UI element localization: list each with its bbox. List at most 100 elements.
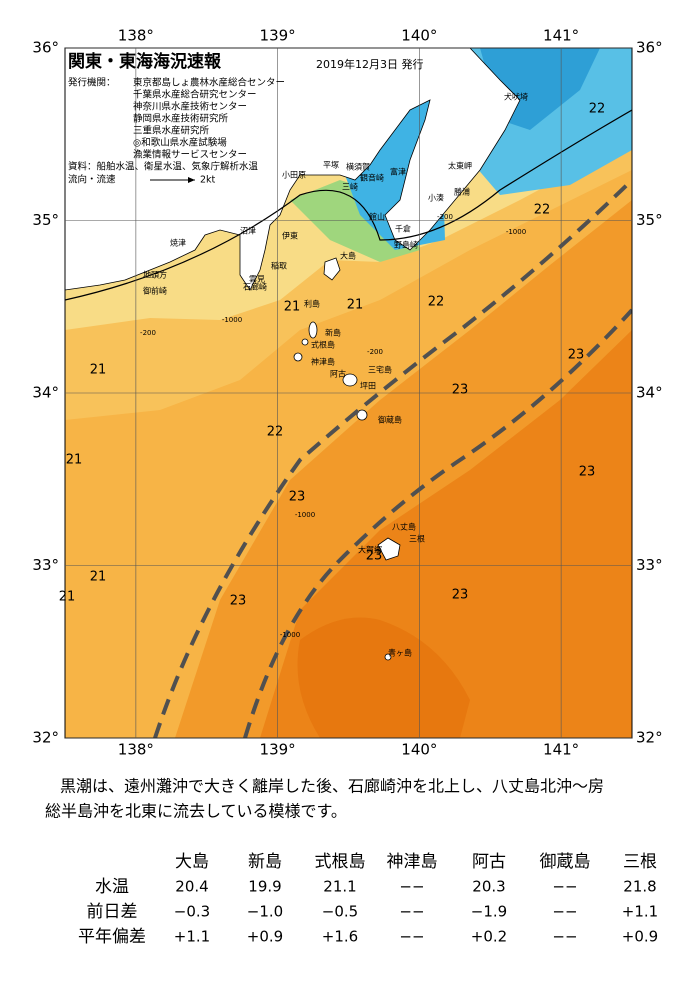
flow-legend: 流向・流速 — [68, 174, 116, 186]
publisher: 三重県水産研究所 — [133, 125, 210, 137]
place-name: 三根 — [409, 534, 425, 544]
depth-label: -1000 — [506, 228, 526, 236]
table-cell: +0.2 — [471, 928, 507, 946]
table-cell: +1.1 — [622, 903, 658, 921]
row-label: 前日差 — [87, 902, 138, 922]
place-name: 坪田 — [360, 382, 376, 391]
place-name: 御蔵島 — [378, 415, 402, 425]
isotherm-label: 23 — [366, 549, 383, 564]
place-name: 大賀郷 — [358, 545, 382, 555]
place-name: 富津 — [390, 167, 406, 177]
place-name: 大島 — [340, 251, 356, 261]
isotherm-label: 23 — [289, 490, 306, 505]
place-name: 阿古 — [330, 369, 346, 379]
island — [293, 352, 303, 362]
place-name: 焼津 — [170, 238, 186, 248]
isotherm-label: 22 — [267, 425, 284, 440]
table-cell: 21.8 — [623, 878, 656, 896]
depth-label: -200 — [367, 348, 383, 356]
publisher: 千葉県水産総合研究センター — [133, 89, 257, 101]
place-name: 横須賀 — [346, 162, 370, 172]
place-name: 沼津 — [240, 226, 256, 236]
publisher: ◎和歌山県水産試験場 — [133, 137, 227, 149]
isotherm-label: 21 — [66, 453, 83, 468]
isotherm-label: 22 — [589, 102, 606, 117]
issue-date: 2019年12月3日 発行 — [316, 57, 424, 71]
depth-label: -1000 — [222, 316, 242, 324]
place-name: 利島 — [304, 299, 320, 309]
table-cell: 20.3 — [472, 878, 505, 896]
table-cell: +0.9 — [622, 928, 658, 946]
publisher: 神奈川県水産技術センター — [133, 101, 247, 113]
table-cell: −− — [399, 928, 424, 946]
publisher: 漁業情報サービスセンター — [133, 149, 247, 161]
y-tick-label: 35° — [32, 211, 59, 229]
y-tick-label: 36° — [636, 39, 663, 57]
table-cell: −0.3 — [174, 903, 210, 921]
kuroshio-path — [243, 308, 632, 738]
isotherm-label: 21 — [90, 363, 107, 378]
place-name: 小田原 — [282, 171, 306, 180]
labels: 138° 138° 139° 139° 140° 140° 141° 141° 32° 32° 33… — [32, 27, 662, 948]
isotherm-label: 22 — [534, 203, 551, 218]
place-name: 新島 — [325, 328, 341, 338]
table-cell: −− — [552, 903, 577, 921]
x-tick-label: 141° — [543, 741, 579, 759]
isotherm — [65, 109, 632, 301]
table-header: 御蔵島 — [540, 852, 591, 872]
place-name: 神津島 — [311, 357, 335, 367]
table-cell: −1.9 — [471, 903, 507, 921]
place-name: 八丈島 — [392, 522, 416, 532]
table-header: 三根 — [623, 852, 657, 872]
table-cell: −− — [399, 878, 424, 896]
map-title: 関東・東海海況速報 — [68, 51, 222, 72]
place-name: 地頭方 — [143, 270, 167, 280]
island — [384, 653, 392, 661]
place-name: 石廊崎 — [243, 282, 267, 292]
table-header: 神津島 — [387, 852, 438, 872]
place-name: 勝浦 — [454, 187, 470, 197]
y-tick-label: 34° — [32, 384, 59, 402]
place-name: 式根島 — [311, 340, 335, 350]
place-name: 小湊 — [428, 193, 444, 203]
depth-label: -200 — [437, 213, 453, 221]
table-cell: 20.4 — [175, 878, 208, 896]
y-tick-label: 35° — [636, 211, 663, 229]
place-name: 館山 — [369, 212, 385, 222]
publisher: 東京都島しょ農林水産総合センター — [133, 77, 285, 89]
isotherm-label: 23 — [579, 465, 596, 480]
place-name: 御前崎 — [143, 286, 167, 296]
isotherm-label: 23 — [452, 588, 469, 603]
publisher: 静岡県水産技術研究所 — [133, 113, 229, 125]
table-cell: +1.1 — [174, 928, 210, 946]
x-tick-label: 138° — [118, 27, 154, 45]
table-header: 式根島 — [315, 852, 366, 872]
place-name: 三崎 — [342, 182, 358, 192]
isotherm-label: 21 — [284, 300, 301, 315]
place-name: 稲取 — [271, 261, 287, 271]
place-name: 犬吠埼 — [504, 92, 528, 102]
data-sources: 資料：船舶水温、衛星水温、気象庁解析水温 — [68, 161, 259, 173]
place-name: 平塚 — [323, 161, 339, 170]
y-tick-label: 32° — [636, 729, 663, 747]
warm-core — [297, 617, 470, 738]
table-cell: −− — [552, 878, 577, 896]
isotherm-label: 23 — [452, 383, 469, 398]
x-tick-label: 140° — [401, 27, 437, 45]
table-header: 大島 — [175, 852, 209, 872]
isotherm-label: 21 — [347, 298, 364, 313]
island — [308, 321, 318, 339]
table-cell: −− — [552, 928, 577, 946]
x-tick-label: 139° — [260, 27, 296, 45]
island — [356, 409, 368, 421]
table-header: 阿古 — [472, 852, 506, 872]
y-tick-label: 33° — [32, 556, 59, 574]
y-tick-label: 36° — [32, 39, 59, 57]
isotherm-label: 22 — [428, 295, 445, 310]
row-label: 水温 — [95, 877, 129, 897]
x-tick-label: 139° — [260, 741, 296, 759]
y-tick-label: 34° — [636, 384, 663, 402]
island — [323, 257, 341, 281]
table-cell: +1.6 — [322, 928, 358, 946]
